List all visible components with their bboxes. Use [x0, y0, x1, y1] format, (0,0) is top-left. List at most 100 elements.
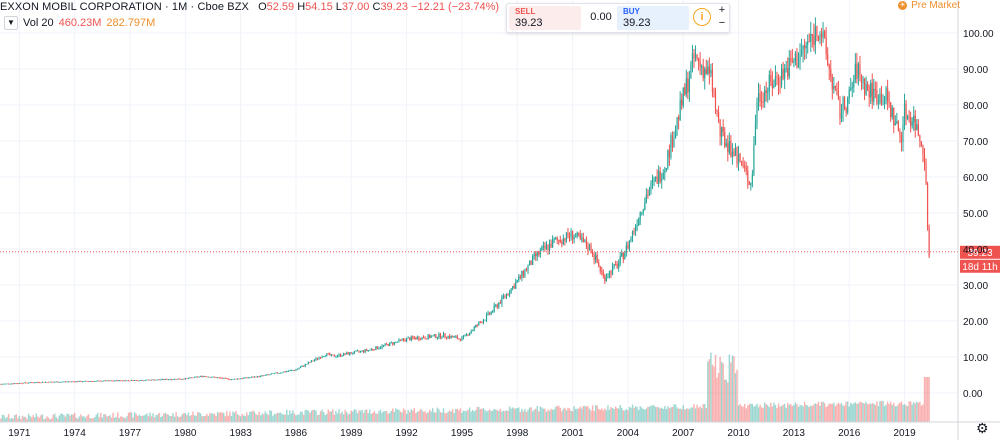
volume-bar	[720, 361, 723, 422]
candle-body	[650, 183, 652, 191]
candle-body	[461, 337, 463, 341]
candle-body	[223, 377, 225, 379]
volume-bar	[657, 407, 660, 422]
y-tick-label: 10.00	[963, 353, 988, 364]
candle-body	[444, 333, 446, 338]
gear-icon[interactable]: ⚙	[976, 420, 989, 436]
volume-bar	[381, 412, 383, 422]
volume-bar	[129, 412, 131, 422]
candle-body	[355, 350, 357, 352]
volume-bar	[172, 413, 174, 422]
candle-body	[362, 350, 365, 352]
candle-body	[67, 381, 70, 383]
candle-body	[814, 26, 816, 45]
candle-body	[107, 380, 110, 382]
minus-button[interactable]: −	[718, 17, 726, 29]
volume-bar	[491, 410, 494, 422]
volume-bar	[877, 406, 880, 422]
premarket-status[interactable]: ☀ Pre Market	[898, 0, 960, 11]
candle-body	[728, 141, 730, 153]
volume-bar	[482, 407, 485, 422]
volume-bar	[398, 409, 400, 422]
volume-bar	[350, 410, 352, 422]
volume-bar	[862, 403, 864, 422]
volume-bar	[361, 409, 363, 422]
candle-body	[321, 356, 323, 358]
buy-button[interactable]: BUY 39.23	[617, 6, 689, 30]
volume-bar	[565, 410, 568, 422]
volume-bar	[192, 411, 194, 422]
volume-bar	[925, 377, 927, 422]
info-icon[interactable]: i	[693, 8, 711, 26]
candle-body	[150, 379, 153, 381]
volume-bar	[444, 412, 446, 422]
volume-bar	[510, 408, 512, 422]
candle-body	[691, 53, 694, 65]
volume-bar	[756, 403, 758, 422]
volume-bar	[264, 411, 266, 422]
volume-bar	[223, 412, 225, 422]
x-tick-label: 2001	[561, 428, 584, 439]
candle-body	[329, 353, 331, 356]
candle-body	[244, 377, 246, 379]
candle-body	[533, 253, 535, 256]
volume-bar	[926, 377, 929, 422]
volume-bar	[52, 414, 54, 422]
candle-body	[877, 103, 879, 104]
candle-body	[358, 350, 360, 352]
candle-body	[495, 304, 497, 306]
candle-body	[730, 141, 732, 157]
candle-body	[392, 342, 394, 345]
candle-body	[581, 237, 583, 239]
plus-button[interactable]: +	[718, 4, 726, 16]
candle-body	[224, 377, 226, 379]
volume-bar	[382, 411, 385, 422]
symbol-title[interactable]: EXXON MOBIL CORPORATION · 1M · Cboe BZX	[0, 1, 249, 13]
volume-bar	[183, 413, 185, 422]
candle-body	[110, 380, 113, 382]
chevron-down-icon[interactable]: ▼	[4, 16, 18, 30]
candle-body	[24, 382, 27, 384]
volume-bar	[441, 412, 443, 422]
candle-body	[888, 101, 890, 103]
candle-body	[218, 377, 220, 379]
candle-body	[879, 93, 881, 104]
volume-bar	[896, 406, 898, 422]
volume-bar	[44, 418, 47, 422]
volume-bar	[708, 359, 711, 422]
y-tick-label: 40.00	[963, 245, 988, 256]
x-tick-label: 1980	[174, 428, 197, 439]
volume-bar	[124, 418, 127, 422]
candle-body	[817, 36, 820, 41]
volume-bar	[90, 418, 93, 422]
sell-button[interactable]: SELL 39.23	[509, 6, 581, 30]
candle-body	[369, 349, 371, 351]
candle-body	[674, 128, 677, 139]
candle-body	[887, 88, 889, 102]
candle-body	[802, 45, 804, 51]
candle-body	[799, 54, 801, 63]
candle-body	[631, 230, 634, 239]
candle-body	[375, 346, 377, 350]
candle-body	[747, 170, 749, 182]
volume-bar	[141, 415, 144, 422]
volume-bar	[259, 415, 262, 422]
candle-body	[847, 97, 849, 113]
candle-body	[283, 371, 285, 373]
volume-bar	[279, 412, 282, 422]
volume-bar	[470, 411, 472, 422]
candle-body	[761, 101, 763, 103]
volume-bar	[24, 416, 27, 422]
volume-bar	[66, 413, 68, 422]
candle-body	[893, 107, 895, 126]
volume-bar	[445, 413, 448, 422]
candle-body	[352, 353, 354, 355]
volume-bar	[610, 406, 612, 422]
candle-body	[195, 376, 197, 378]
volume-bar	[919, 401, 921, 422]
candle-body	[501, 296, 503, 304]
candle-body	[771, 81, 773, 88]
volume-bar	[803, 401, 806, 422]
candle-body	[530, 260, 532, 265]
